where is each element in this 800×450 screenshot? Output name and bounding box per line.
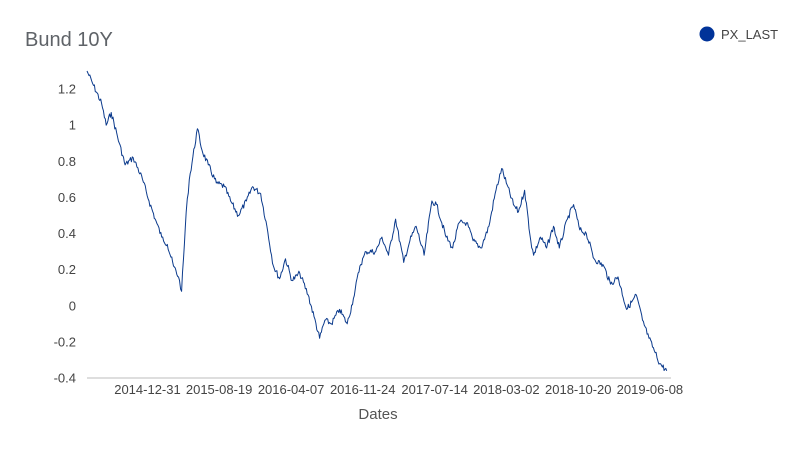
legend-marker-px-last	[699, 26, 715, 42]
y-tick-label: 0.4	[58, 226, 76, 241]
chart-title: Bund 10Y	[25, 29, 113, 51]
x-tick-label: 2016-11-24	[330, 382, 396, 397]
x-tick-label: 2018-03-02	[473, 382, 540, 397]
y-tick-label: 1	[69, 118, 76, 133]
y-tick-label: 0.2	[58, 262, 76, 277]
x-tick-label: 2018-10-20	[545, 382, 612, 397]
y-tick-label: 0.6	[58, 190, 76, 205]
x-tick-label: 2017-07-14	[401, 382, 468, 397]
x-tick-label: 2014-12-31	[114, 382, 181, 397]
x-tick-label: 2015-08-19	[186, 382, 253, 397]
x-axis-ticks: 2014-12-31 2015-08-19 2016-04-07 2016-11-24…	[114, 382, 683, 397]
x-axis-title: Dates	[358, 406, 397, 423]
y-tick-label: -0.2	[54, 334, 76, 349]
y-tick-label: 1.2	[58, 82, 76, 97]
x-tick-label: 2019-06-08	[617, 382, 684, 397]
legend: PX_LAST	[699, 26, 778, 42]
y-axis-ticks: -0.4 -0.2 0 0.2 0.4 0.6 0.8 1 1.2	[54, 82, 76, 386]
y-tick-label: 0.8	[58, 154, 76, 169]
y-tick-label: -0.4	[54, 371, 76, 386]
y-tick-label: 0	[69, 298, 76, 313]
x-tick-label: 2016-04-07	[258, 382, 325, 397]
legend-label-px-last: PX_LAST	[721, 27, 778, 42]
series-line-px-last	[86, 70, 668, 371]
